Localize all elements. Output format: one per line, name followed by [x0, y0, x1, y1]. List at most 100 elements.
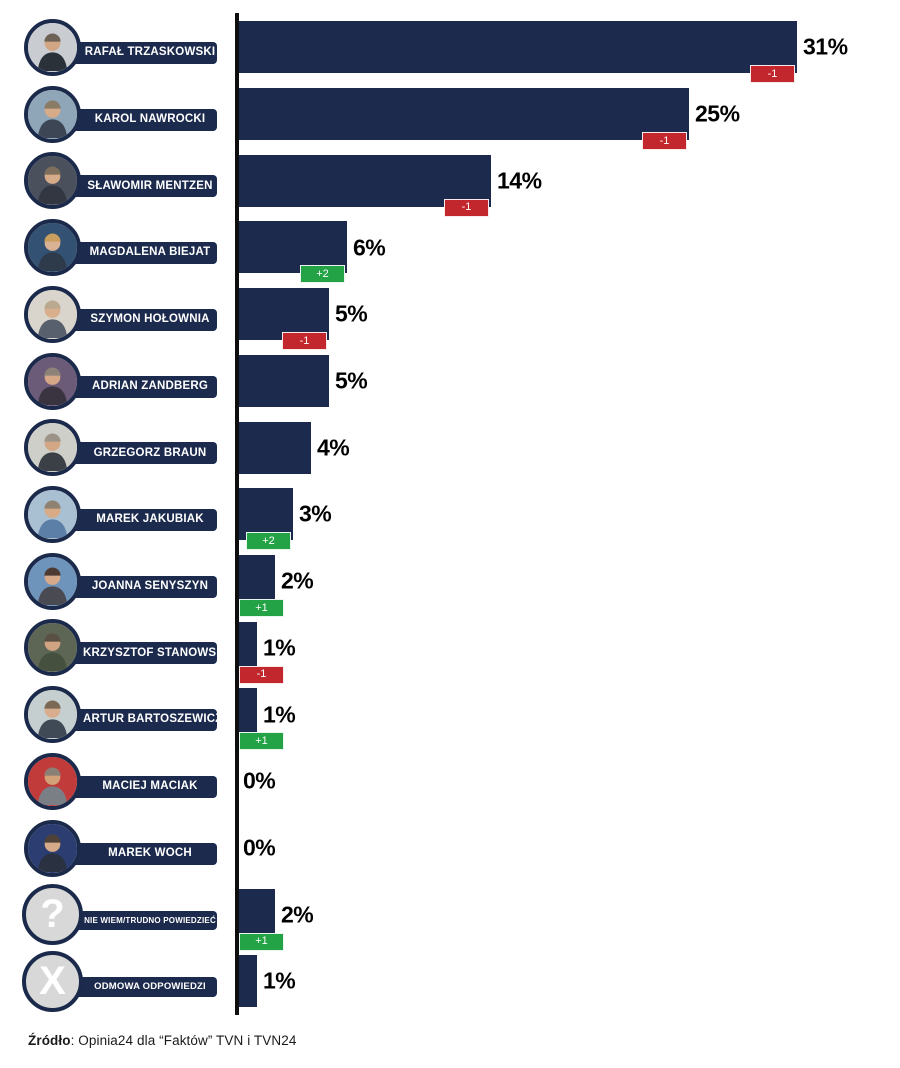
change-badge: +1	[239, 932, 284, 951]
change-badge: +2	[246, 532, 291, 551]
poll-row: RAFAŁ TRZASKOWSKI 31% -1	[0, 14, 900, 84]
change-badge: -1	[282, 332, 327, 351]
result-bar	[239, 21, 797, 74]
person-silhouette-icon	[28, 490, 77, 540]
candidate-name-label: ADRIAN ZANDBERG	[56, 375, 217, 398]
result-bar	[239, 421, 311, 474]
result-bar	[239, 621, 257, 674]
result-bar	[239, 154, 491, 207]
result-value: 25%	[695, 100, 740, 127]
candidate-avatar	[24, 619, 81, 677]
candidate-avatar	[24, 85, 81, 143]
poll-row: JOANNA SENYSZYN 2% +1	[0, 548, 900, 618]
change-badge: -1	[750, 65, 795, 84]
poll-row: MAREK JAKUBIAK 3% +2	[0, 481, 900, 551]
candidate-name-label: GRZEGORZ BRAUN	[56, 442, 217, 465]
source-text: : Opinia24 dla “Faktów” TVN i TVN24	[70, 1033, 297, 1048]
result-value: 2%	[281, 567, 314, 594]
candidate-avatar	[24, 552, 81, 610]
result-value: 5%	[335, 300, 368, 327]
candidate-name: ODMOWA ODPOWIEDZI	[94, 981, 206, 993]
person-silhouette-icon	[28, 556, 77, 606]
candidate-name-label: RAFAŁ TRZASKOWSKI	[56, 42, 217, 64]
poll-row: KAROL NAWROCKI 25% -1	[0, 81, 900, 151]
result-bar	[239, 688, 257, 741]
source-note: Źródło: Opinia24 dla “Faktów” TVN i TVN2…	[28, 1033, 296, 1048]
person-silhouette-icon	[28, 23, 77, 72]
person-silhouette-icon	[28, 156, 77, 206]
person-silhouette-icon	[28, 289, 77, 339]
source-label: Źródło	[28, 1033, 71, 1048]
change-badge: +1	[239, 599, 284, 618]
candidate-avatar: ?	[22, 884, 83, 946]
axis-line	[235, 13, 239, 1015]
candidate-name: KAROL NAWROCKI	[94, 112, 206, 125]
candidate-name: MAREK WOCH	[108, 846, 192, 859]
candidate-name-label: MAREK JAKUBIAK	[56, 509, 217, 532]
candidate-name-label: KRZYSZTOF STANOWSKI	[56, 642, 228, 665]
result-value: 1%	[263, 967, 296, 994]
candidate-name: JOANNA SENYSZYN	[91, 580, 209, 592]
candidate-avatar	[24, 152, 81, 210]
result-bar	[239, 88, 689, 141]
result-bar	[239, 488, 293, 541]
person-silhouette-icon	[28, 690, 77, 740]
candidate-name: MAREK JAKUBIAK	[96, 513, 204, 526]
result-bar	[239, 555, 275, 608]
candidate-avatar	[24, 486, 81, 544]
candidate-name: MACIEJ MACIAK	[102, 780, 198, 793]
poll-row: X ODMOWA ODPOWIEDZI 1%	[0, 948, 900, 1015]
result-bar	[239, 288, 329, 341]
candidate-avatar	[24, 19, 81, 76]
change-badge: +1	[239, 732, 284, 751]
result-bar	[239, 354, 329, 407]
poll-row: MACIEJ MACIAK 0%	[0, 748, 900, 815]
candidate-avatar	[24, 352, 81, 410]
change-badge: -1	[444, 198, 489, 217]
person-silhouette-icon	[28, 623, 77, 673]
result-value: 0%	[243, 834, 276, 861]
candidate-name: SZYMON HOŁOWNIA	[90, 313, 210, 326]
person-silhouette-icon	[28, 356, 77, 406]
candidate-name-label: JOANNA SENYSZYN	[56, 575, 217, 598]
candidate-name-label: SZYMON HOŁOWNIA	[56, 308, 217, 331]
result-value: 31%	[803, 33, 848, 60]
poll-row: GRZEGORZ BRAUN 4%	[0, 414, 900, 481]
result-bar	[239, 888, 275, 941]
candidate-name-label: ARTUR BARTOSZEWICZ	[56, 709, 222, 732]
candidate-name: NIE WIEM/TRUDNO POWIEDZIEĆ	[84, 915, 216, 925]
candidate-name-label: NIE WIEM/TRUDNO POWIEDZIEĆ	[56, 911, 217, 931]
candidate-avatar	[24, 819, 81, 877]
poll-row: KRZYSZTOF STANOWSKI 1% -1	[0, 614, 900, 684]
question-mark-icon: ?	[40, 891, 65, 936]
poll-row: ADRIAN ZANDBERG 5%	[0, 348, 900, 415]
candidate-name: MAGDALENA BIEJAT	[89, 246, 211, 259]
result-value: 14%	[497, 167, 542, 194]
result-bar	[239, 955, 257, 1008]
candidate-avatar	[24, 219, 81, 277]
candidate-avatar	[24, 752, 81, 810]
candidate-name: ADRIAN ZANDBERG	[91, 379, 209, 392]
result-value: 6%	[353, 234, 386, 261]
candidate-name-label: KAROL NAWROCKI	[56, 108, 217, 131]
result-value: 2%	[281, 901, 314, 928]
result-value: 1%	[263, 634, 296, 661]
candidate-name-label: ODMOWA ODPOWIEDZI	[56, 977, 217, 998]
candidate-name-label: MAGDALENA BIEJAT	[56, 242, 217, 265]
poll-row: ? NIE WIEM/TRUDNO POWIEDZIEĆ 2% +1	[0, 881, 900, 951]
result-value: 3%	[299, 500, 332, 527]
poll-row: MAGDALENA BIEJAT 6% +2	[0, 214, 900, 284]
change-badge: -1	[642, 132, 687, 151]
result-bar	[239, 221, 347, 274]
result-value: 5%	[335, 367, 368, 394]
candidate-avatar: X	[22, 951, 83, 1013]
x-mark-icon: X	[39, 958, 66, 1003]
candidate-name: GRZEGORZ BRAUN	[93, 446, 207, 459]
change-badge: +2	[300, 265, 345, 284]
result-value: 0%	[243, 767, 276, 794]
candidate-name-label: SŁAWOMIR MENTZEN	[56, 175, 217, 198]
candidate-avatar	[24, 285, 81, 343]
change-badge: -1	[239, 665, 284, 684]
result-value: 4%	[317, 434, 350, 461]
